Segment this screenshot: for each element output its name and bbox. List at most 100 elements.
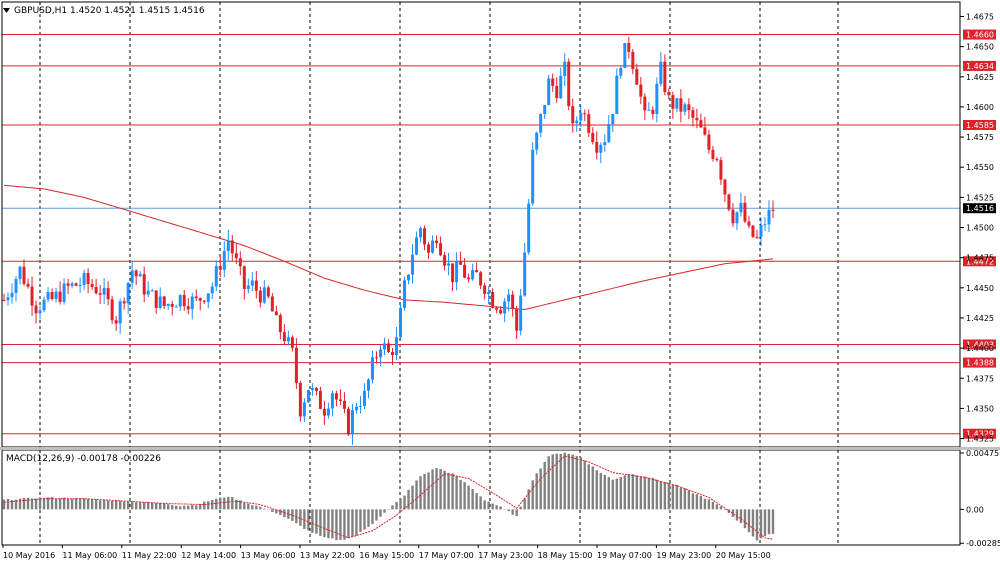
candle-body: [399, 307, 403, 338]
candle-body: [342, 400, 346, 409]
candle-body: [427, 244, 431, 253]
macd-bar: [647, 477, 651, 510]
candle-body: [491, 292, 495, 308]
candle-body: [751, 225, 755, 237]
candle-body: [551, 78, 555, 86]
candle-body: [334, 393, 338, 400]
macd-bar: [62, 497, 66, 510]
candle-body: [723, 179, 727, 195]
candle-body: [322, 408, 326, 416]
menu-triangle-icon[interactable]: [3, 8, 10, 13]
macd-bar: [575, 455, 578, 510]
macd-bar: [30, 498, 34, 510]
candle-body: [114, 320, 118, 324]
candle-body: [623, 43, 627, 68]
macd-bar: [74, 497, 78, 510]
macd-bar: [110, 500, 114, 510]
candle-body: [567, 61, 571, 107]
time-tick-label: 19 May 23:00: [656, 551, 711, 560]
macd-bar: [723, 509, 727, 510]
candle-body: [50, 292, 54, 299]
macd-bar: [363, 509, 366, 530]
candle-body: [34, 305, 38, 314]
macd-bar: [755, 509, 759, 541]
macd-bar: [395, 501, 398, 510]
macd-bar: [399, 498, 402, 510]
candle-body: [467, 277, 471, 280]
price-levels: 1.4660 1.4634 1.4585 1.4472 1.4403 1.4388 1.43…: [2, 29, 996, 439]
macd-bar: [679, 487, 683, 510]
candle-body: [222, 251, 226, 270]
candle-body: [403, 280, 407, 308]
macd-bar: [239, 500, 242, 510]
macd-bar: [531, 480, 534, 510]
macd-bar: [223, 497, 226, 510]
candle-body: [667, 92, 671, 96]
macd-bar: [759, 509, 763, 539]
macd-bar: [150, 502, 154, 510]
macd-bar: [98, 500, 102, 510]
macd-bar: [2, 499, 6, 510]
macd-bar: [367, 509, 370, 527]
price-tick-label: 1.4550: [966, 163, 994, 172]
macd-bar: [267, 509, 270, 510]
macd-tick-label: 0.00475: [966, 449, 999, 458]
macd-bar: [639, 476, 643, 510]
macd-bar: [347, 509, 350, 539]
candle-body: [374, 357, 378, 359]
candle-body: [735, 212, 739, 224]
candle-body: [499, 309, 503, 314]
price-tick-label: 1.4325: [966, 435, 994, 444]
candle-body: [146, 290, 150, 295]
macd-bar: [427, 472, 430, 510]
macd-bar: [171, 505, 174, 510]
macd-bar: [695, 494, 699, 510]
macd-bar: [535, 473, 538, 510]
candle-body: [94, 286, 98, 294]
candle-body: [138, 274, 142, 277]
macd-bar: [599, 472, 602, 510]
macd-tick-label: -0.00285: [966, 539, 1000, 548]
candle-body: [130, 270, 134, 283]
current-price-label: 1.4516: [966, 204, 994, 213]
macd-bar: [475, 493, 478, 510]
macd-bar: [275, 509, 278, 514]
level-tag: [963, 339, 996, 350]
price-tick-label: 1.4525: [966, 193, 994, 202]
candle-body: [615, 75, 619, 114]
macd-bar: [703, 498, 707, 510]
macd-bar: [671, 484, 675, 510]
symbol-info: GBPUSD,H1 1.4520 1.4521 1.4515 1.4516: [14, 6, 205, 16]
macd-bar: [435, 468, 438, 510]
candle-body: [226, 240, 230, 252]
macd-bar: [255, 505, 258, 510]
macd-bar: [22, 498, 26, 510]
candle-body: [571, 106, 575, 124]
macd-bar: [359, 509, 362, 533]
macd-bar: [46, 497, 50, 510]
candle-body: [475, 270, 479, 273]
macd-bar: [683, 488, 687, 510]
candle-body: [511, 294, 515, 309]
macd-bar: [391, 505, 394, 510]
macd-bar: [247, 503, 250, 510]
macd-bar: [443, 470, 446, 510]
candle-body: [763, 224, 767, 226]
level-tag: [963, 256, 996, 267]
candle-body: [639, 84, 643, 97]
candle-body: [687, 104, 691, 111]
macd-bar: [547, 456, 550, 510]
candle-body: [202, 300, 206, 302]
macd-bar: [263, 508, 266, 510]
time-tick-label: 12 May 14:00: [181, 551, 236, 560]
candle-body: [647, 109, 651, 111]
price-tick-label: 1.4500: [966, 224, 994, 233]
macd-bar: [491, 503, 494, 510]
candle-body: [366, 379, 370, 391]
macd-bar: [643, 476, 647, 510]
macd-bar: [483, 500, 486, 510]
candle-body: [587, 114, 591, 133]
time-tick-label: 18 May 15:00: [538, 551, 593, 560]
